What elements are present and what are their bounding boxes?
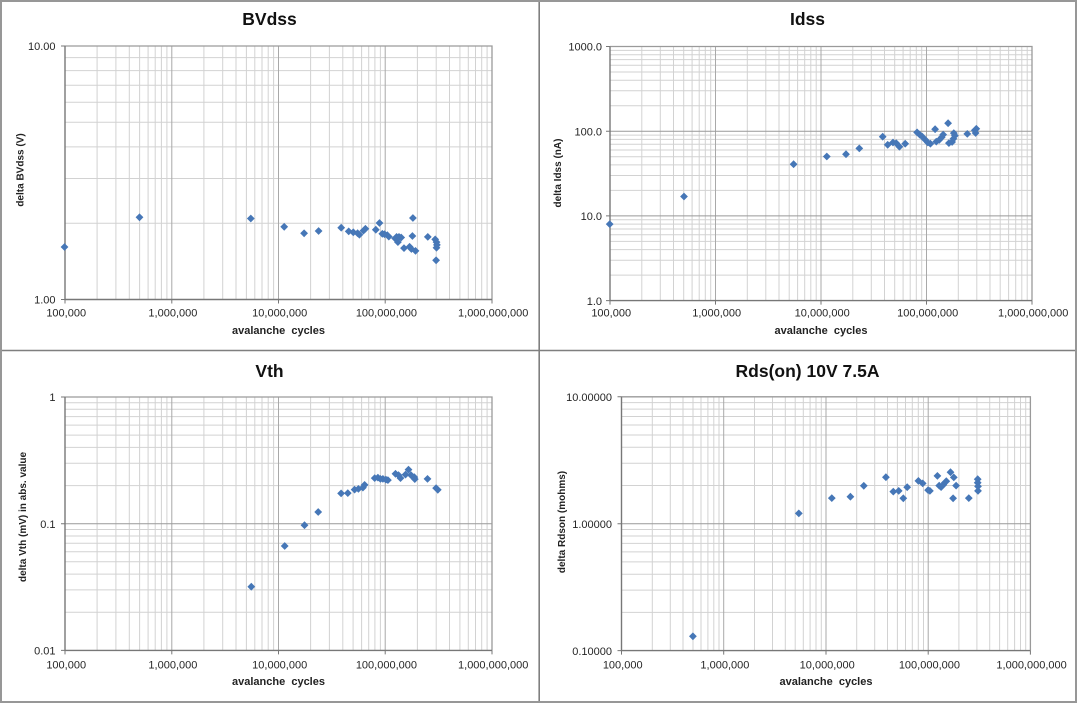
svg-text:10,000,000: 10,000,000 bbox=[252, 308, 307, 320]
svg-text:1000.0: 1000.0 bbox=[568, 42, 602, 54]
svg-text:10.00000: 10.00000 bbox=[566, 392, 612, 404]
svg-text:1,000,000: 1,000,000 bbox=[148, 660, 197, 672]
svg-text:10,000,000: 10,000,000 bbox=[800, 660, 855, 672]
svg-text:avalanche cycles: avalanche cycles bbox=[780, 676, 873, 688]
svg-text:10,000,000: 10,000,000 bbox=[252, 660, 307, 672]
svg-text:1,000,000: 1,000,000 bbox=[148, 308, 197, 320]
svg-text:0.1: 0.1 bbox=[40, 519, 55, 531]
svg-text:1,000,000,000: 1,000,000,000 bbox=[458, 660, 528, 672]
svg-text:delta Idss (nA): delta Idss (nA) bbox=[553, 139, 564, 208]
svg-text:1,000,000,000: 1,000,000,000 bbox=[998, 308, 1068, 320]
svg-text:Vth: Vth bbox=[255, 361, 283, 381]
svg-text:100,000: 100,000 bbox=[46, 660, 86, 672]
svg-text:10.0: 10.0 bbox=[581, 211, 602, 223]
svg-text:delta BVdss (V): delta BVdss (V) bbox=[16, 133, 27, 206]
svg-text:delta Rdson (mohms): delta Rdson (mohms) bbox=[557, 471, 568, 573]
svg-text:BVdss: BVdss bbox=[242, 9, 297, 29]
svg-text:100,000,000: 100,000,000 bbox=[899, 660, 960, 672]
svg-text:1,000,000: 1,000,000 bbox=[700, 660, 749, 672]
svg-text:100,000: 100,000 bbox=[46, 308, 86, 320]
svg-text:100,000: 100,000 bbox=[603, 660, 643, 672]
svg-text:delta Vth (mV) in abs. value: delta Vth (mV) in abs. value bbox=[18, 452, 29, 582]
svg-text:1: 1 bbox=[49, 392, 55, 404]
svg-text:0.10000: 0.10000 bbox=[572, 646, 612, 658]
svg-text:100,000: 100,000 bbox=[591, 308, 631, 320]
svg-text:1.00000: 1.00000 bbox=[572, 519, 612, 531]
svg-text:10.00: 10.00 bbox=[28, 41, 56, 53]
svg-text:100,000,000: 100,000,000 bbox=[356, 660, 417, 672]
svg-text:1.0: 1.0 bbox=[587, 296, 602, 308]
svg-text:avalanche cycles: avalanche cycles bbox=[775, 325, 868, 337]
svg-text:1,000,000,000: 1,000,000,000 bbox=[996, 660, 1066, 672]
svg-text:10,000,000: 10,000,000 bbox=[795, 308, 850, 320]
svg-text:avalanche cycles: avalanche cycles bbox=[232, 676, 325, 688]
svg-text:Rds(on) 10V 7.5A: Rds(on) 10V 7.5A bbox=[736, 361, 880, 381]
svg-text:0.01: 0.01 bbox=[34, 646, 55, 658]
svg-text:1.00: 1.00 bbox=[34, 295, 55, 307]
svg-text:100,000,000: 100,000,000 bbox=[356, 308, 417, 320]
svg-text:avalanche cycles: avalanche cycles bbox=[232, 325, 325, 337]
svg-text:100,000,000: 100,000,000 bbox=[897, 308, 958, 320]
svg-text:100.0: 100.0 bbox=[574, 126, 602, 138]
svg-text:1,000,000: 1,000,000 bbox=[692, 308, 741, 320]
svg-text:1,000,000,000: 1,000,000,000 bbox=[458, 308, 528, 320]
svg-text:Idss: Idss bbox=[790, 9, 825, 29]
